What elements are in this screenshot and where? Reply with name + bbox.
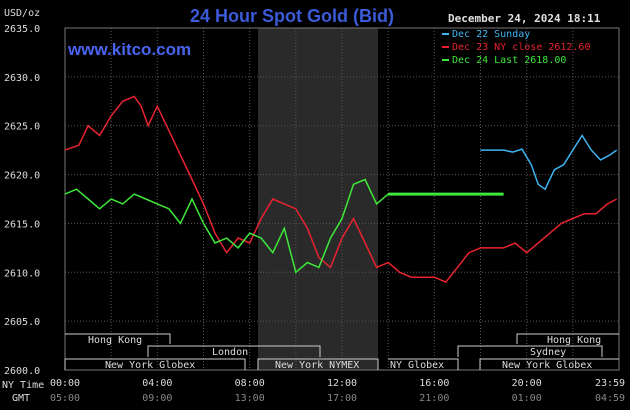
market-hong-kong-right: Hong Kong xyxy=(547,335,601,346)
x-tick-ny: 08:00 xyxy=(235,378,265,389)
market-ny-globex-right: New York Globex xyxy=(502,360,592,371)
ny-globex-left-bracket xyxy=(64,358,246,370)
y-tick-label: 2630.0 xyxy=(4,73,40,84)
y-tick-label: 2600.0 xyxy=(4,366,40,377)
series-line-1 xyxy=(480,134,618,191)
ny-globex-mid-bracket xyxy=(388,358,459,370)
y-tick-labels: 2635.0 2630.0 2625.0 2620.0 2615.0 2610.0 2605… xyxy=(4,24,40,377)
y-tick-label: 2625.0 xyxy=(4,122,40,133)
legend-entry: Dec 24 Last 2618.00 xyxy=(452,55,566,66)
hong-kong-left-bracket xyxy=(65,333,171,344)
market-hong-kong-left: Hong Kong xyxy=(88,335,142,346)
x-tick-gmt: 21:00 xyxy=(419,393,449,404)
y-tick-label: 2605.0 xyxy=(4,317,40,328)
x-tick-gmt: 17:00 xyxy=(327,393,357,404)
legend-entry: Dec 23 NY close 2612.60 xyxy=(452,42,590,53)
x-tick-gmt: 04:59 xyxy=(595,393,625,404)
units-label: USD/oz xyxy=(4,8,40,19)
x-tick-ny: 20:00 xyxy=(512,378,542,389)
brand-link[interactable]: www.kitco.com xyxy=(67,40,191,59)
legend-entry: Dec 22 Sunday xyxy=(452,29,530,40)
x-tick-labels: 00:00 05:00 04:00 09:00 08:00 13:00 12:00 17:00… xyxy=(50,378,625,404)
x-tick-ny: 04:00 xyxy=(142,378,172,389)
ny-nymex-bracket xyxy=(257,358,379,370)
sydney-bracket xyxy=(457,345,603,357)
y-tick-label: 2615.0 xyxy=(4,219,40,230)
series-line-3 xyxy=(64,178,504,274)
market-sydney: Sydney xyxy=(530,347,566,358)
x-tick-ny: 12:00 xyxy=(327,378,357,389)
x-tick-gmt: 13:00 xyxy=(235,393,265,404)
x-tick-gmt: 09:00 xyxy=(142,393,172,404)
plot-frame xyxy=(64,27,620,371)
x-tick-gmt: 01:00 xyxy=(512,393,542,404)
london-bracket xyxy=(147,345,321,357)
x-tick-gmt: 05:00 xyxy=(50,393,80,404)
series-layer xyxy=(64,95,618,284)
x-tick-ny: 16:00 xyxy=(419,378,449,389)
market-london: London xyxy=(212,347,248,358)
market-ny-globex-mid: NY Globex xyxy=(390,360,444,371)
gmt-label: GMT xyxy=(12,393,30,404)
nymex-session-shade xyxy=(258,28,378,370)
y-tick-label: 2635.0 xyxy=(4,24,40,35)
x-tick-ny: 00:00 xyxy=(50,378,80,389)
y-tick-label: 2620.0 xyxy=(4,171,40,182)
legend: Dec 22 Sunday Dec 23 NY close 2612.60 Dec … xyxy=(442,29,590,66)
y-tick-label: 2610.0 xyxy=(4,268,40,279)
chart-title: 24 Hour Spot Gold (Bid) xyxy=(190,6,394,26)
x-tick-ny: 23:59 xyxy=(595,378,625,389)
timestamp: December 24, 2024 18:11 xyxy=(448,12,601,25)
ny-time-label: NY Time xyxy=(2,380,44,391)
market-ny-nymex: New York NYMEX xyxy=(275,360,359,371)
market-sessions: Hong Kong London New York Globex New Yor… xyxy=(64,333,619,371)
series-line-2 xyxy=(64,95,618,284)
market-ny-globex-left: New York Globex xyxy=(105,360,195,371)
ny-globex-right-bracket xyxy=(479,358,619,370)
hong-kong-right-bracket xyxy=(516,333,619,344)
